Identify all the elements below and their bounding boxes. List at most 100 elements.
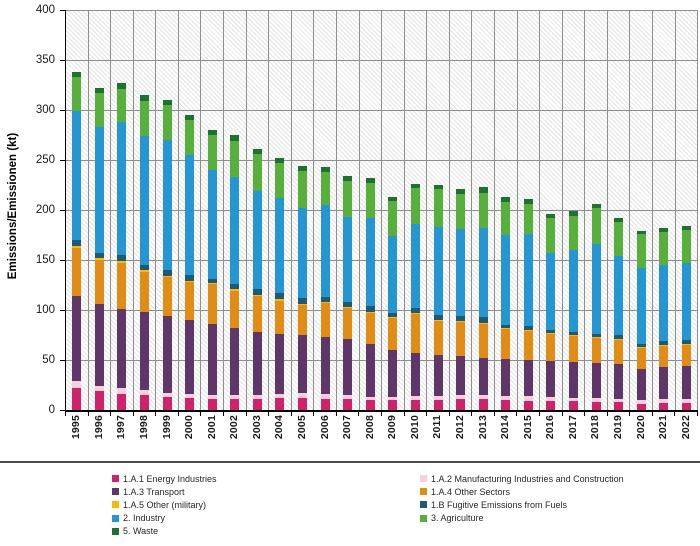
y-tick-label-0: 0 <box>48 404 55 416</box>
bar-segment <box>365 178 375 183</box>
bar-segment <box>478 324 488 358</box>
x-tick-label-2015: 2015 <box>521 415 534 440</box>
bar-segment <box>207 284 217 324</box>
x-tick-mark <box>110 412 112 416</box>
bar-segment <box>410 224 420 308</box>
bar-segment <box>230 291 240 328</box>
bar-segment <box>162 276 172 277</box>
bar-segment <box>230 399 240 410</box>
x-tick-label-2005: 2005 <box>296 415 308 440</box>
category-slot-2008 <box>360 10 383 410</box>
legend-label: 1.A.2 Manufacturing Industries and Const… <box>431 473 624 484</box>
bar-segment <box>636 369 646 400</box>
bar-segment <box>388 350 398 397</box>
bar-segment <box>275 198 285 293</box>
bar-segment <box>140 95 150 101</box>
bar-segment <box>94 93 104 127</box>
bar-segment <box>659 345 669 346</box>
bar-segment <box>591 244 601 334</box>
x-tick-label-2019: 2019 <box>612 415 624 440</box>
bar-segment <box>162 393 172 397</box>
stacked-bar-2012 <box>456 189 466 410</box>
legend-item: 1.A.1 Energy Industries <box>112 472 217 485</box>
x-tick-mark <box>606 412 608 416</box>
bar-segment <box>659 403 669 410</box>
y-tick-mark <box>60 60 65 61</box>
bars-container <box>66 10 699 410</box>
legend-swatch-icon <box>112 527 119 535</box>
bar-segment <box>275 301 285 334</box>
bar-segment <box>207 283 217 284</box>
bar-segment <box>681 340 691 344</box>
bar-segment <box>117 261 127 263</box>
bar-segment <box>569 335 578 336</box>
bar-segment <box>501 396 511 400</box>
bar-segment <box>140 136 150 265</box>
bar-segment <box>140 395 150 410</box>
y-tick-mark <box>60 360 65 361</box>
bar-segment <box>275 293 285 299</box>
legend-label: 1.A.5 Other (military) <box>123 499 207 510</box>
bar-segment <box>614 335 624 339</box>
category-slot-2002 <box>224 10 247 410</box>
bar-segment <box>94 88 104 93</box>
stacked-bar-1999 <box>162 100 172 410</box>
bar-segment <box>659 228 669 232</box>
category-slot-2010 <box>405 10 428 410</box>
bar-segment <box>501 325 511 328</box>
category-slot-2022 <box>676 10 699 410</box>
x-tick-label-2006: 2006 <box>318 415 331 440</box>
bar-segment <box>569 250 578 332</box>
bar-segment <box>569 401 578 410</box>
bar-segment <box>681 366 691 399</box>
x-tick-mark <box>335 412 337 416</box>
legend-column-left: 1.A.1 Energy Industries 1.A.3 Transport 1.… <box>112 472 217 538</box>
bar-segment <box>140 270 150 272</box>
bar-segment <box>94 253 104 258</box>
x-tick-label-2003: 2003 <box>250 415 263 440</box>
x-tick-label-2018: 2018 <box>589 415 602 440</box>
y-tick-label-250: 250 <box>35 154 55 166</box>
bar-segment <box>298 208 308 298</box>
x-tick-mark <box>358 412 360 416</box>
bar-segment <box>681 230 691 263</box>
bar-segment <box>252 295 262 296</box>
bar-segment <box>72 296 82 381</box>
x-tick-label-2014: 2014 <box>499 415 512 440</box>
bar-segment <box>252 191 262 289</box>
category-slot-2007 <box>337 10 360 410</box>
bar-segment <box>478 187 488 193</box>
bar-segment <box>252 399 262 410</box>
bar-segment <box>298 393 308 398</box>
stacked-bar-1998 <box>140 95 150 410</box>
legend-item: 1.B Fugitive Emissions from Fuels <box>420 498 624 511</box>
bar-segment <box>636 348 646 369</box>
bar-segment <box>252 289 262 295</box>
bar-segment <box>456 194 466 229</box>
bar-segment <box>320 167 330 172</box>
bar-segment <box>614 399 624 402</box>
bar-segment <box>72 246 82 248</box>
category-slot-2020 <box>630 10 654 410</box>
bar-segment <box>659 232 669 265</box>
category-slot-2016 <box>540 10 563 410</box>
category-slot-2019 <box>608 10 631 410</box>
x-tick-mark <box>403 412 405 416</box>
bar-segment <box>343 217 353 302</box>
bar-segment <box>569 216 578 250</box>
bar-segment <box>343 302 353 307</box>
bar-segment <box>185 281 195 282</box>
x-tick-label-2011: 2011 <box>431 415 444 439</box>
bar-segment <box>636 344 646 347</box>
bar-segment <box>252 296 262 332</box>
bar-segment <box>365 312 375 313</box>
bar-segment <box>388 201 398 236</box>
x-tick-mark <box>200 412 202 416</box>
bar-segment <box>252 154 262 191</box>
legend-item: 1.A.4 Other Sectors <box>420 485 624 498</box>
bar-segment <box>343 181 353 217</box>
y-tick-mark <box>60 10 65 11</box>
bar-segment <box>365 400 375 410</box>
x-tick-mark <box>561 412 563 416</box>
x-tick-label-1999: 1999 <box>160 415 173 440</box>
